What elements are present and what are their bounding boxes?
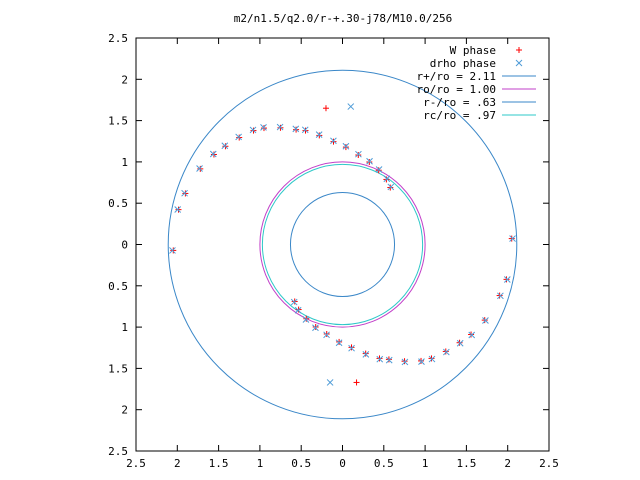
drho-phase-marker — [221, 142, 229, 150]
y-tick-label: 0 — [121, 239, 128, 252]
y-tick-label: 0.5 — [108, 280, 128, 293]
y-tick-label: 1 — [121, 321, 128, 334]
legend-label: W phase — [450, 44, 496, 57]
w-phase-marker — [342, 144, 349, 151]
drho-phase-marker — [503, 276, 511, 283]
w-phase-marker — [330, 138, 337, 145]
circle-roro — [259, 161, 426, 328]
drho-phase-marker — [302, 316, 310, 323]
y-tick-label: 0.5 — [108, 197, 128, 210]
drho-phase-marker — [312, 324, 319, 332]
drho-phase-marker — [418, 358, 425, 365]
drho-phase-marker — [482, 317, 489, 324]
drho-phase-marker — [196, 165, 203, 172]
y-tick-label: 1.5 — [108, 362, 128, 375]
drho-phase-marker — [355, 150, 362, 158]
drho-phase-marker — [385, 356, 393, 364]
drho-phase-marker — [443, 348, 450, 356]
x-tick-label: 0.5 — [291, 457, 311, 470]
legend-label: r-/ro = .63 — [423, 96, 496, 109]
drho-phase-marker — [456, 339, 464, 347]
drho-phase-marker — [366, 157, 373, 165]
drho-phase-marker — [249, 126, 257, 134]
legend-label: r+/ro = 2.11 — [417, 70, 496, 83]
y-tick-label: 2 — [121, 73, 128, 86]
drho-phase-marker — [387, 183, 395, 191]
w-phase-marker — [336, 338, 343, 345]
drho-phase-marker — [375, 166, 383, 173]
y-axis-ticks: 2.5 2 1.5 1 0.5 0 0.5 1 1.5 2 2.5 — [108, 32, 549, 458]
drho-phase-marker — [335, 339, 343, 347]
y-tick-label: 2.5 — [108, 32, 128, 45]
drho-phase-marker — [348, 344, 355, 352]
circle-rro — [167, 69, 518, 420]
legend-label: rc/ro = .97 — [423, 109, 496, 122]
y-tick-label: 2.5 — [108, 445, 128, 458]
drho-phase-marker — [383, 175, 391, 183]
chart-title: m2/n1.5/q2.0/r-+.30-j78/M10.0/256 — [234, 12, 453, 25]
w-phase-marker — [348, 344, 355, 351]
drho-phase-marker — [401, 358, 409, 366]
drho-phase-marker — [290, 298, 298, 306]
x-tick-label: 2 — [504, 457, 511, 470]
reference-circles — [167, 69, 518, 420]
w-phase-marker — [353, 379, 360, 386]
x-tick-label: 2.5 — [539, 457, 559, 470]
series-markers — [169, 103, 516, 386]
drho-phase-marker — [235, 133, 242, 141]
drho-phase-marker — [174, 206, 182, 213]
drho-phase-marker — [376, 355, 384, 363]
drho-phase-marker — [301, 126, 309, 134]
drho-phase-marker — [209, 150, 217, 158]
x-tick-label: 0 — [339, 457, 346, 470]
drho-phase-marker — [497, 292, 504, 300]
x-tick-label: 1 — [257, 457, 264, 470]
drho-phase-marker — [330, 137, 337, 145]
drho-phase-marker — [509, 235, 516, 242]
x-tick-label: 2 — [174, 457, 181, 470]
drho-phase-marker — [326, 379, 334, 386]
drho-phase-marker — [292, 125, 300, 133]
legend-label: drho phase — [430, 57, 496, 70]
circle-rro — [289, 191, 396, 298]
w-phase-marker — [322, 105, 329, 112]
drho-phase-marker — [342, 142, 350, 150]
drho-phase-marker — [468, 331, 476, 339]
drho-phase-marker — [428, 355, 436, 363]
drho-phase-marker — [347, 103, 355, 110]
w-phase-marker — [508, 235, 515, 242]
y-tick-label: 2 — [121, 404, 128, 417]
x-tick-label: 0.5 — [374, 457, 394, 470]
drho-phase-marker — [323, 331, 330, 339]
drho-phase-marker — [169, 247, 176, 254]
w-phase-marker — [170, 247, 177, 254]
x-tick-label: 2.5 — [126, 457, 146, 470]
drho-phase-marker — [362, 351, 370, 358]
y-tick-label: 1 — [121, 156, 128, 169]
legend-cross-b — [515, 59, 523, 67]
x-axis-ticks: 2.5 2 1.5 1 0.5 0 0.5 1 1.5 2 2.5 — [126, 38, 559, 470]
x-tick-label: 1.5 — [456, 457, 476, 470]
circle-rcro — [261, 163, 424, 326]
legend-label: ro/ro = 1.00 — [417, 83, 496, 96]
drho-phase-marker — [181, 189, 188, 197]
x-tick-label: 1 — [422, 457, 429, 470]
y-tick-label: 1.5 — [108, 115, 128, 128]
drho-phase-marker — [294, 306, 302, 314]
drho-phase-marker — [276, 123, 284, 131]
drho-phase-marker — [260, 124, 267, 131]
drho-phase-marker — [315, 131, 323, 138]
x-tick-label: 1.5 — [209, 457, 229, 470]
